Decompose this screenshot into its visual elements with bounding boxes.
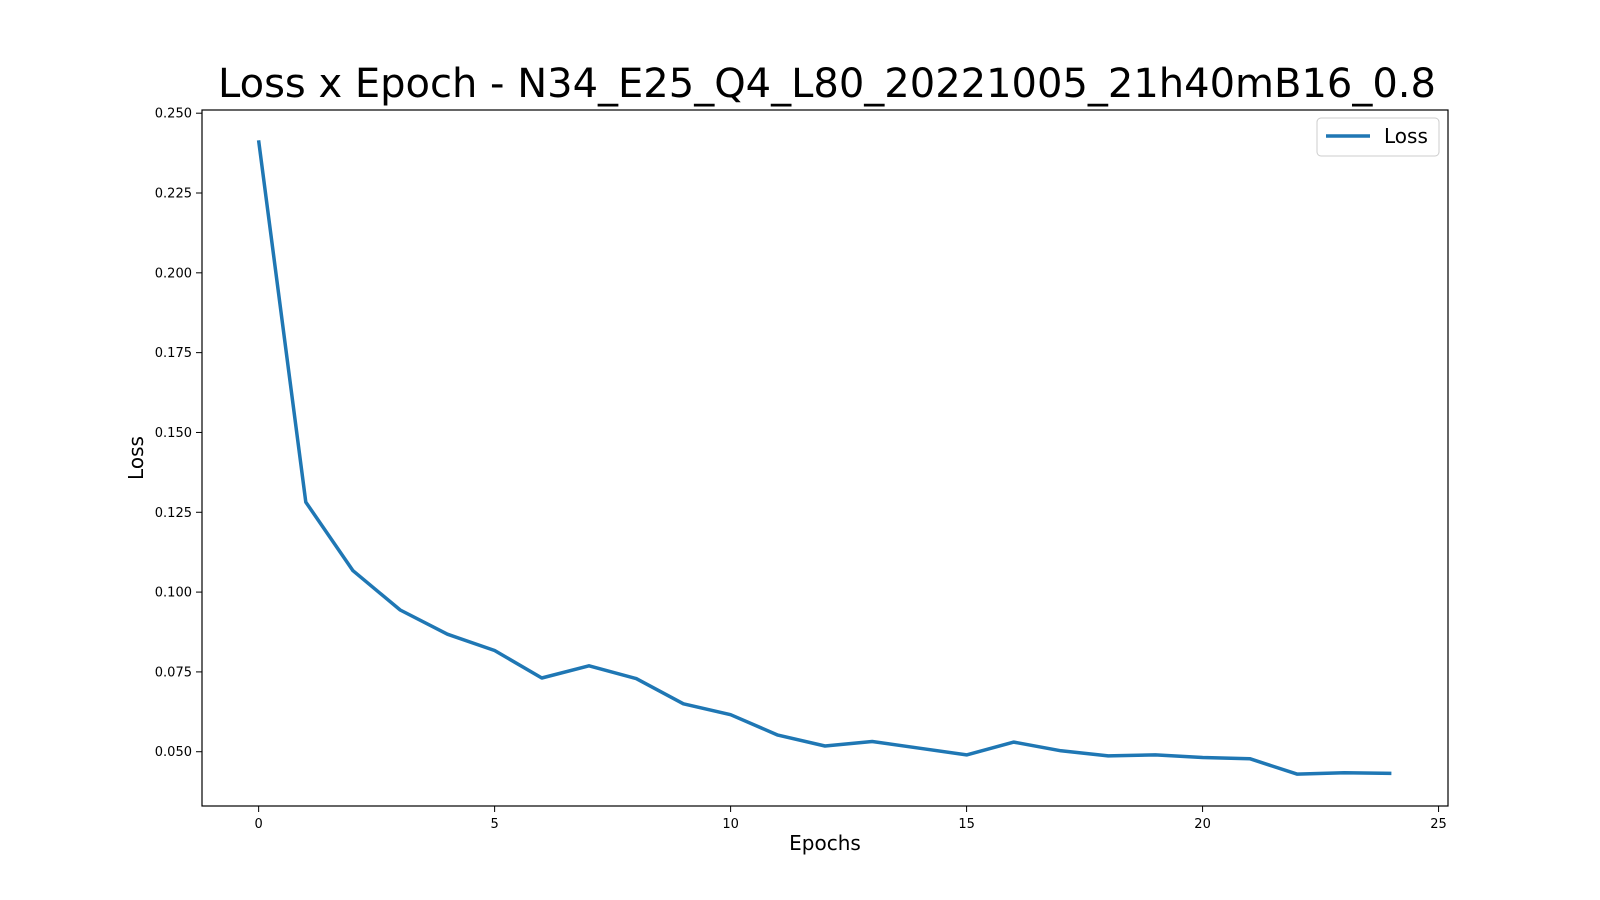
plot-area (256, 140, 1392, 776)
y-tick-label: 0.250 (155, 107, 192, 122)
series-line-loss (256, 140, 1392, 776)
y-tick-label: 0.075 (155, 665, 192, 680)
y-axis: 0.050 0.075 0.100 0.125 0.150 0.175 0.200 0.225… (155, 107, 202, 760)
x-tick-label: 5 (490, 817, 498, 832)
y-tick-label: 0.125 (155, 506, 192, 521)
x-tick-label: 10 (722, 817, 739, 832)
x-axis-label: Epochs (789, 831, 861, 855)
x-tick-label: 25 (1430, 817, 1447, 832)
x-tick-label: 0 (254, 817, 262, 832)
y-tick-label: 0.175 (155, 346, 192, 361)
x-axis: 0 5 10 15 20 25 (254, 806, 1447, 832)
y-tick-label: 0.150 (155, 426, 192, 441)
y-tick-label: 0.050 (155, 745, 192, 760)
y-tick-label: 0.200 (155, 266, 192, 281)
legend-label-loss: Loss (1384, 124, 1428, 148)
chart-title: Loss x Epoch - N34_E25_Q4_L80_20221005_2… (218, 61, 1436, 107)
y-tick-label: 0.225 (155, 187, 192, 202)
plot-frame (201, 109, 1449, 807)
legend: Loss (1316, 117, 1440, 157)
x-tick-label: 15 (958, 817, 975, 832)
legend-box (1316, 117, 1440, 157)
y-axis-label: Loss (124, 436, 148, 480)
x-tick-label: 20 (1194, 817, 1211, 832)
y-tick-label: 0.100 (155, 586, 192, 601)
